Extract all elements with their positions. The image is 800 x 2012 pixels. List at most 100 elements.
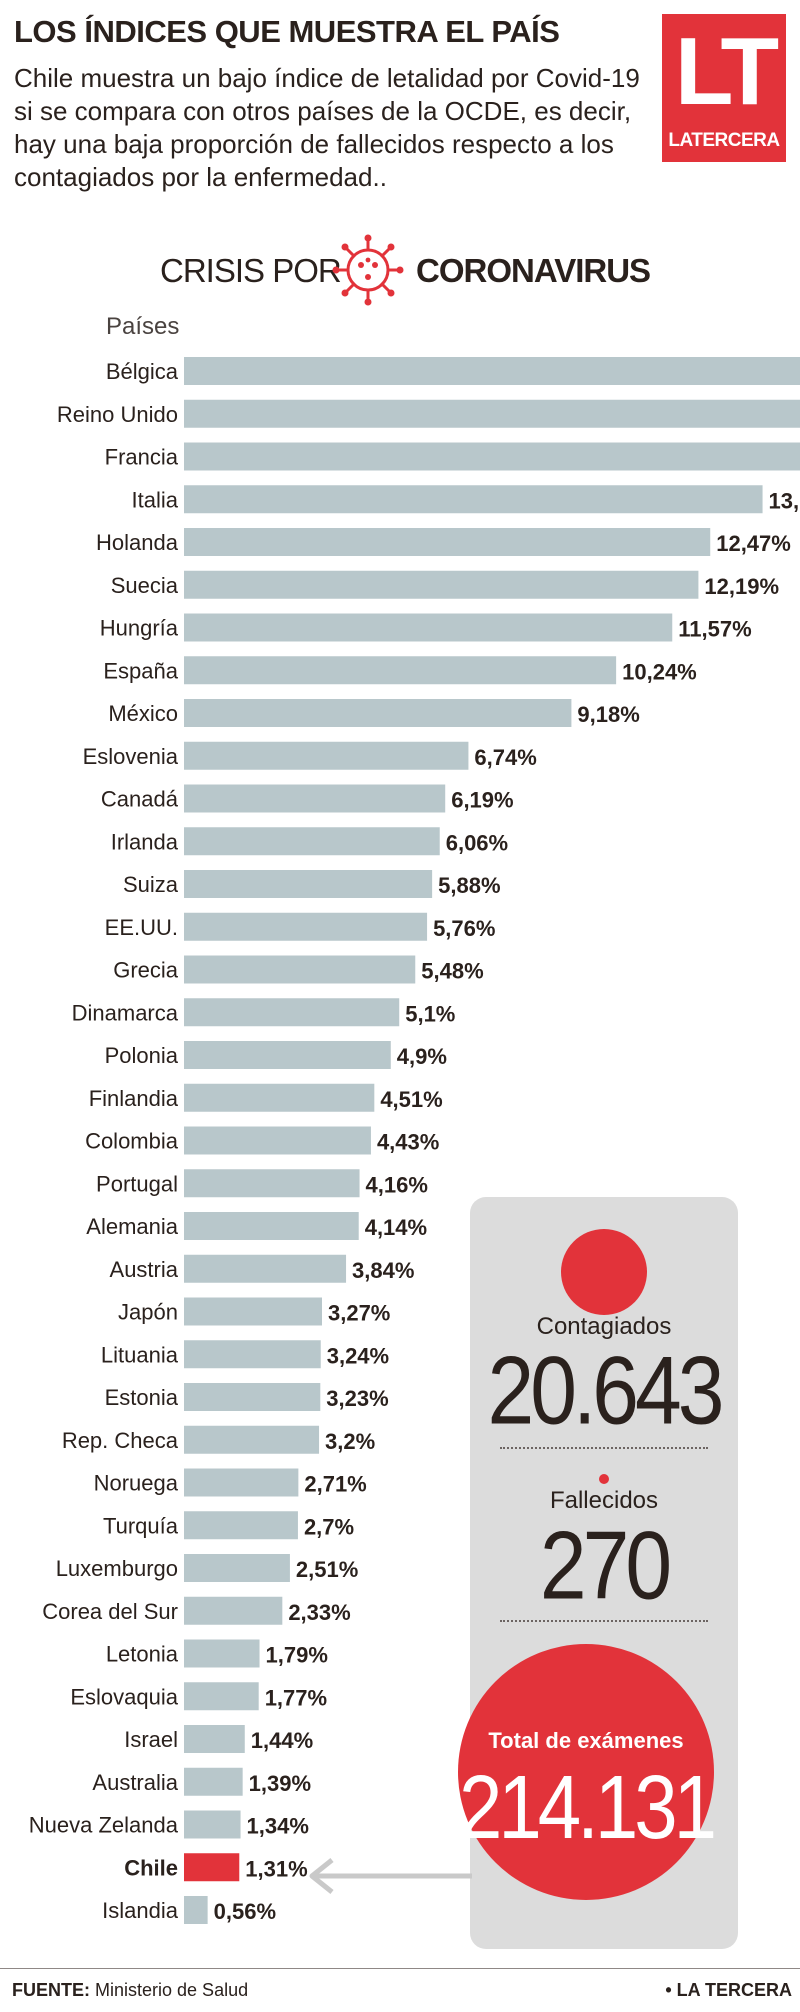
bar-irlanda [184, 827, 440, 856]
value-label: 1,77% [265, 1685, 327, 1710]
value-label: 3,27% [328, 1301, 390, 1326]
category-label: Reino Unido [57, 402, 178, 427]
value-label: 12,19% [704, 574, 779, 599]
bar-canad- [184, 784, 446, 813]
category-label: Islandia [102, 1898, 179, 1923]
category-label: Italia [132, 487, 179, 512]
value-label: 5,76% [433, 916, 495, 941]
divider [500, 1447, 708, 1449]
value-label: 1,31% [245, 1856, 307, 1881]
footer-divider [0, 1968, 800, 1969]
section-banner: CRISIS POR CORONAVIRUS [0, 230, 800, 310]
value-label: 1,39% [249, 1771, 311, 1796]
source-label: FUENTE: [12, 1980, 90, 2000]
category-label: España [103, 658, 178, 683]
category-label: Corea del Sur [42, 1599, 178, 1624]
value-label: 13,71% [769, 488, 800, 513]
value-label: 1,79% [266, 1643, 328, 1668]
value-label: 0,56% [214, 1899, 276, 1924]
bar-reino-unido [184, 399, 800, 428]
contagiados-dot [561, 1229, 647, 1315]
bar-portugal [184, 1169, 360, 1198]
arrow-left-icon [309, 1858, 472, 1894]
banner-left-text: CRISIS POR [160, 252, 342, 289]
category-label: Francia [105, 445, 179, 470]
fallecidos-label: Fallecidos [549, 1487, 659, 1514]
bar-jap-n [184, 1297, 322, 1326]
la-tercera-logo: LT LATERCERA [662, 14, 786, 162]
category-label: Turquía [103, 1513, 179, 1538]
value-label: 4,14% [365, 1215, 427, 1240]
bar-chile [184, 1853, 240, 1882]
bar-nueva-zelanda [184, 1810, 241, 1839]
bar-noruega [184, 1468, 299, 1497]
divider [500, 1620, 708, 1622]
source-text: Ministerio de Salud [95, 1980, 249, 2000]
fallecidos-dot [599, 1474, 609, 1484]
value-label: 11,57% [678, 617, 751, 642]
value-label: 6,74% [474, 745, 536, 770]
category-label: Suiza [123, 872, 179, 897]
bar-colombia [184, 1126, 371, 1155]
logo-mark: LT [674, 18, 779, 125]
bar-suiza [184, 870, 433, 898]
category-label: Noruega [94, 1471, 179, 1496]
bar-turqu-a [184, 1511, 298, 1540]
category-label: Dinamarca [72, 1000, 179, 1025]
value-label: 1,44% [251, 1728, 313, 1753]
axis-title: Países [106, 313, 180, 340]
value-label: 3,2% [325, 1429, 375, 1454]
category-label: Suecia [111, 573, 179, 598]
coronavirus-icon [332, 234, 404, 306]
category-label: Grecia [113, 958, 179, 983]
category-label: Austria [110, 1257, 179, 1282]
bar-m-xico [184, 699, 572, 727]
bar-israel [184, 1725, 245, 1753]
bar-australia [184, 1767, 243, 1796]
category-label: Luxemburgo [56, 1556, 178, 1581]
category-label: Finlandia [89, 1086, 179, 1111]
bar-austria [184, 1254, 347, 1283]
category-label: Lituania [101, 1342, 179, 1367]
bar-francia [184, 442, 800, 471]
bar-espa-a [184, 656, 617, 685]
value-label: 3,84% [352, 1258, 414, 1283]
value-label: 2,33% [288, 1600, 350, 1625]
category-label: Chile [124, 1855, 178, 1880]
value-label: 6,19% [451, 788, 513, 813]
category-label: Portugal [96, 1171, 178, 1196]
bar-dinamarca [184, 998, 400, 1027]
value-label: 1,34% [247, 1814, 309, 1839]
bar-eslovaquia [184, 1682, 259, 1711]
category-label: Japón [118, 1300, 178, 1325]
value-label: 9,18% [577, 702, 639, 727]
category-label: Hungría [100, 616, 179, 641]
value-label: 6,06% [446, 830, 508, 855]
bar-b-lgica [184, 357, 800, 385]
total-exams-value: 214.131 [459, 1756, 717, 1858]
contagiados-label: Contagiados [536, 1313, 672, 1340]
bar-holanda [184, 528, 711, 556]
category-label: Letonia [106, 1642, 179, 1667]
headline: LOS ÍNDICES QUE MUESTRA EL PAÍS [14, 14, 560, 49]
bar-italia [184, 485, 763, 514]
bar-letonia [184, 1639, 260, 1668]
bar-alemania [184, 1212, 359, 1240]
value-label: 4,51% [380, 1087, 442, 1112]
intro-text: Chile muestra un bajo índice de letalida… [14, 63, 640, 192]
bar-grecia [184, 955, 416, 984]
category-label: Colombia [85, 1129, 179, 1154]
category-label: Eslovenia [83, 744, 179, 769]
contagiados-value: 20.643 [487, 1335, 725, 1444]
footer-brand: • LA TERCERA [665, 1980, 792, 2000]
value-label: 4,43% [377, 1130, 439, 1155]
category-label: Canadá [101, 787, 179, 812]
bar-hungr-a [184, 613, 673, 642]
category-label: Irlanda [111, 829, 179, 854]
value-label: 4,9% [397, 1044, 447, 1069]
category-label: Estonia [105, 1385, 179, 1410]
bar-eslovenia [184, 741, 469, 770]
value-label: 5,88% [438, 873, 500, 898]
bar-suecia [184, 570, 699, 599]
category-label: EE.UU. [105, 915, 178, 940]
